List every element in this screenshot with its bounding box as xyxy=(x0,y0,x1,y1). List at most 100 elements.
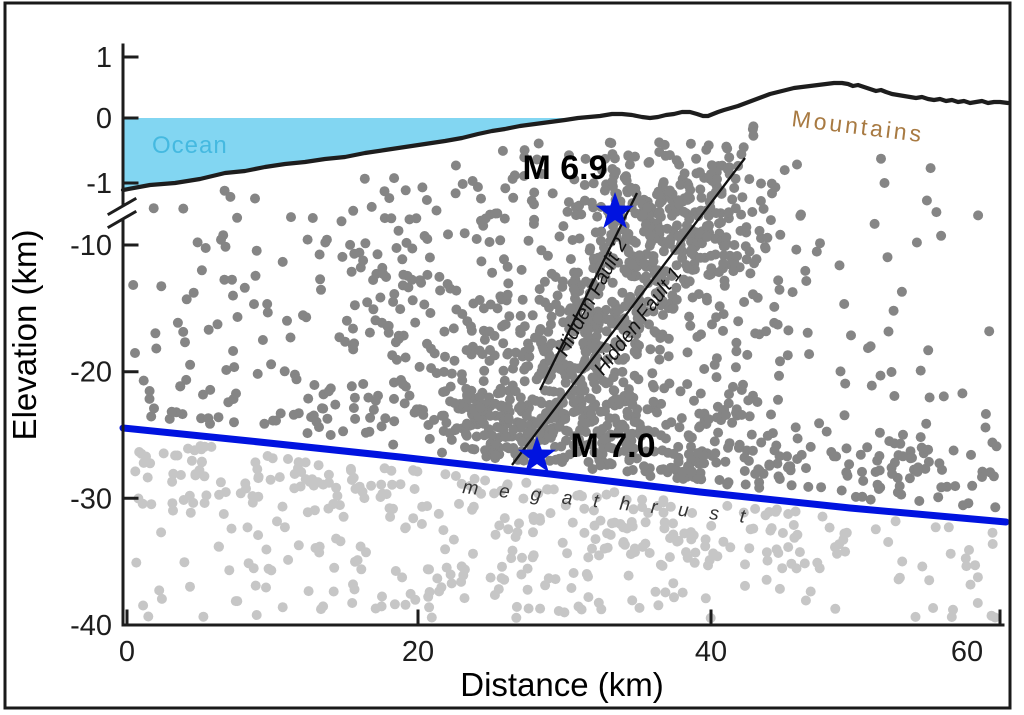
slab-seismicity-dot xyxy=(279,522,290,533)
seismicity-dot xyxy=(801,463,811,474)
seismicity-dot xyxy=(398,379,408,390)
seismicity-dot xyxy=(905,446,916,457)
seismicity-dot xyxy=(936,482,947,493)
slab-seismicity-dot xyxy=(331,533,342,544)
seismicity-dot xyxy=(429,414,440,425)
slab-seismicity-dot xyxy=(198,611,209,622)
slab-seismicity-dot xyxy=(893,574,904,585)
seismicity-dot xyxy=(519,145,530,156)
slab-seismicity-dot xyxy=(824,522,835,533)
seismicity-dot xyxy=(579,180,590,190)
seismicity-dot xyxy=(658,310,668,320)
seismicity-dot xyxy=(957,388,968,399)
slab-seismicity-dot xyxy=(302,507,313,518)
seismicity-dot xyxy=(564,449,575,460)
seismicity-dot xyxy=(687,292,698,303)
seismicity-dot xyxy=(564,150,574,161)
seismicity-dot xyxy=(595,281,606,292)
seismicity-dot xyxy=(889,391,900,401)
seismicity-dot xyxy=(400,352,411,363)
seismicity-dot xyxy=(696,329,706,340)
seismicity-dot xyxy=(282,315,292,326)
slab-seismicity-dot xyxy=(687,508,698,518)
x-tick-label: 0 xyxy=(119,636,135,668)
x-tick-label: 60 xyxy=(951,636,983,668)
seismicity-dot xyxy=(524,351,535,362)
seismicity-dot xyxy=(858,475,869,486)
seismicity-dot xyxy=(504,311,515,322)
seismicity-dot xyxy=(685,138,696,149)
seismicity-dot xyxy=(709,436,720,447)
seismicity-dot xyxy=(756,437,767,448)
seismicity-dot xyxy=(539,276,550,287)
seismicity-dot xyxy=(602,354,613,365)
seismicity-dot xyxy=(671,294,682,305)
seismicity-dot xyxy=(544,455,555,466)
y-axis-break-mark xyxy=(106,196,138,217)
slab-seismicity-dot xyxy=(700,534,711,545)
slab-seismicity-dot xyxy=(472,485,483,496)
seismicity-dot xyxy=(607,176,618,187)
slab-seismicity-dot xyxy=(385,511,396,522)
slab-seismicity-dot xyxy=(761,547,772,558)
seismicity-dot xyxy=(627,321,638,332)
seismicity-dot xyxy=(617,366,628,377)
seismicity-dot xyxy=(475,402,486,413)
seismicity-dot xyxy=(637,210,648,220)
seismicity-dot xyxy=(231,388,241,399)
seismicity-dot xyxy=(149,403,159,414)
seismicity-dot xyxy=(409,407,420,418)
slab-seismicity-dot xyxy=(970,560,981,571)
seismicity-dot xyxy=(196,265,207,276)
seismicity-dot xyxy=(404,390,415,401)
slab-seismicity-dot xyxy=(338,511,349,522)
slab-seismicity-dot xyxy=(594,550,604,561)
slab-seismicity-dot xyxy=(261,582,271,593)
seismicity-dot xyxy=(774,474,785,484)
slab-seismicity-dot xyxy=(433,508,444,519)
seismicity-dot xyxy=(740,479,751,490)
seismicity-dot xyxy=(703,414,714,425)
slab-seismicity-dot xyxy=(708,548,719,559)
seismicity-dot xyxy=(648,256,659,267)
seismicity-dot xyxy=(658,296,668,307)
seismicity-dot xyxy=(460,428,471,439)
slab-seismicity-dot xyxy=(945,548,956,559)
slab-seismicity-dot xyxy=(296,467,307,477)
seismicity-dot xyxy=(631,329,642,340)
seismicity-dot xyxy=(441,417,452,428)
slab-seismicity-dot xyxy=(241,483,251,494)
x-axis-title: Distance (km) xyxy=(460,666,664,703)
seismicity-dot xyxy=(835,366,846,377)
slab-seismicity-dot xyxy=(658,497,669,508)
seismicity-dot xyxy=(495,235,506,246)
seismicity-dot xyxy=(591,384,602,395)
slab-seismicity-dot xyxy=(521,477,532,488)
slab-seismicity-dot xyxy=(332,490,343,501)
seismicity-dot xyxy=(622,466,633,477)
seismicity-dot xyxy=(601,304,612,315)
slab-seismicity-dot xyxy=(545,508,556,519)
seismicity-dot xyxy=(399,398,410,409)
seismicity-dot xyxy=(435,285,446,296)
seismicity-dot xyxy=(443,229,453,240)
seismicity-dot xyxy=(499,213,510,224)
seismicity-dot xyxy=(730,173,741,184)
seismicity-dot xyxy=(862,442,873,453)
slab-seismicity-dot xyxy=(469,473,480,484)
seismicity-dot xyxy=(729,240,740,250)
seismicity-dot xyxy=(346,266,357,277)
slab-seismicity-dot xyxy=(640,538,651,549)
slab-seismicity-dot xyxy=(579,527,590,538)
seismicity-dot xyxy=(325,383,336,394)
seismicity-dot xyxy=(251,245,262,256)
seismicity-dot xyxy=(500,319,511,330)
seismicity-dot xyxy=(879,178,890,188)
seismicity-dot xyxy=(519,171,530,181)
seismicity-dot xyxy=(938,391,949,402)
seismicity-dot xyxy=(685,320,696,331)
seismicity-dot xyxy=(655,333,666,343)
seismicity-dot xyxy=(621,267,632,278)
slab-seismicity-dot xyxy=(454,498,464,509)
seismicity-dot xyxy=(648,396,659,407)
